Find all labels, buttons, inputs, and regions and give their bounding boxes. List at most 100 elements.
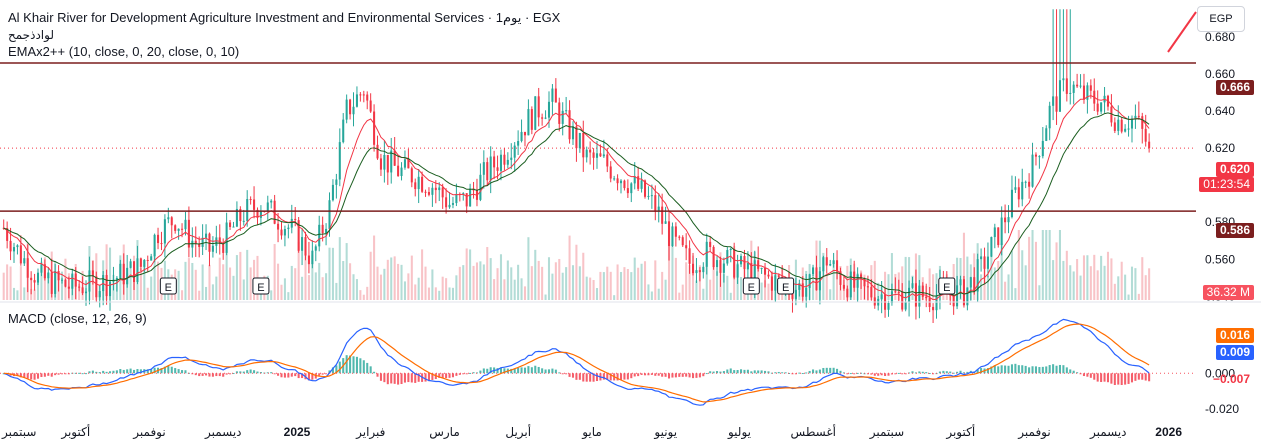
- candle-body: [325, 228, 328, 234]
- macd-histogram-bar: [966, 371, 969, 374]
- volume-bar: [873, 260, 876, 300]
- macd-histogram-bar: [589, 373, 592, 382]
- candle-body: [767, 274, 770, 277]
- volume-bar: [23, 287, 26, 300]
- volume-bar: [249, 267, 252, 300]
- volume-bar: [1120, 261, 1123, 300]
- candle-body: [270, 200, 273, 203]
- candle-body: [479, 174, 482, 200]
- candle-body: [976, 259, 979, 292]
- volume-bar: [314, 272, 317, 300]
- macd-histogram-bar: [1055, 365, 1058, 374]
- macd-histogram-bar: [853, 373, 856, 375]
- volume-bar: [712, 249, 715, 300]
- macd-histogram-bar: [1134, 373, 1137, 381]
- candle-body: [424, 191, 427, 193]
- candle-body: [163, 219, 166, 244]
- candle-body: [331, 184, 334, 201]
- volume-bar: [499, 254, 503, 300]
- macd-histogram-bar: [150, 369, 153, 374]
- macd-legend[interactable]: MACD (close, 12, 26, 9): [8, 311, 147, 326]
- macd-histogram-bar: [808, 370, 811, 374]
- macd-histogram-bar: [1120, 373, 1123, 385]
- macd-histogram-bar: [640, 373, 643, 375]
- candle-body: [911, 283, 914, 288]
- volume-bar: [445, 278, 448, 300]
- candle-body: [1004, 217, 1007, 223]
- macd-histogram-bar: [949, 371, 952, 374]
- volume-bar: [760, 282, 763, 300]
- volume-bar: [1106, 251, 1110, 300]
- macd-histogram-bar: [417, 373, 420, 382]
- candle-body: [1086, 85, 1089, 100]
- candle-body: [1120, 119, 1123, 132]
- macd-histogram-bar: [1144, 373, 1147, 381]
- macd-histogram-bar: [60, 373, 64, 375]
- macd-histogram-bar: [956, 371, 959, 374]
- macd-histogram-bar: [160, 368, 163, 374]
- macd-histogram-bar: [1076, 372, 1079, 374]
- candle-body: [866, 286, 869, 288]
- macd-histogram-bar: [1110, 373, 1113, 384]
- candle-body: [558, 102, 561, 124]
- candle-body: [1079, 85, 1082, 87]
- volume-bar: [157, 261, 160, 300]
- candle-body: [187, 219, 190, 248]
- candle-body: [777, 275, 780, 277]
- candle-body: [122, 263, 125, 285]
- candle-body: [517, 141, 520, 146]
- macd-histogram-bar: [239, 371, 242, 374]
- candle-body: [407, 159, 410, 169]
- macd-histogram-bar: [510, 368, 513, 374]
- candle-body: [832, 260, 835, 265]
- volume-bar: [997, 261, 1000, 300]
- candle-body: [133, 261, 136, 283]
- candle-body: [969, 277, 972, 288]
- candle-body: [321, 224, 324, 234]
- macd-histogram-bar: [297, 373, 300, 379]
- volume-bar: [637, 267, 640, 300]
- macd-histogram-bar: [448, 373, 451, 378]
- macd-histogram-bar: [740, 369, 743, 374]
- macd-histogram-bar: [568, 373, 571, 377]
- volume-bar: [1127, 294, 1130, 300]
- candle-body: [215, 237, 218, 246]
- macd-histogram-bar: [750, 371, 753, 374]
- macd-histogram-bar: [822, 367, 825, 374]
- macd-histogram-bar: [451, 373, 454, 378]
- candle-body: [235, 208, 238, 227]
- volume-bar: [904, 256, 907, 300]
- macd-histogram-bar: [825, 367, 828, 374]
- macd-histogram-bar: [64, 373, 67, 375]
- candle-body: [359, 94, 362, 96]
- candle-body: [184, 219, 187, 230]
- macd-histogram-bar: [283, 373, 286, 378]
- candle-body: [959, 279, 962, 286]
- macd-histogram-bar: [136, 369, 139, 374]
- macd-histogram-bar: [527, 366, 530, 374]
- candle-body: [633, 176, 636, 184]
- candle-body: [743, 256, 746, 270]
- macd-histogram-bar: [472, 372, 475, 374]
- macd-histogram-bar: [352, 356, 355, 374]
- volume-bar: [1110, 258, 1113, 300]
- volume-bar: [376, 266, 379, 300]
- currency-button[interactable]: EGP: [1197, 6, 1245, 32]
- macd-histogram-bar: [534, 365, 537, 374]
- candle-body: [338, 142, 341, 180]
- volume-bar: [472, 265, 475, 300]
- volume-bar: [825, 273, 828, 300]
- indicator-legend[interactable]: EMAx2++ (10, close, 0, 20, close, 0, 10): [8, 44, 240, 59]
- volume-bar: [510, 267, 513, 300]
- candle-body: [626, 188, 629, 194]
- volume-bar: [215, 276, 218, 300]
- macd-histogram-bar: [530, 367, 533, 374]
- candle-body: [191, 240, 194, 248]
- candle-body: [956, 285, 959, 307]
- macd-histogram-bar: [911, 371, 914, 374]
- macd-histogram-bar: [33, 373, 36, 380]
- candle-body: [616, 178, 619, 184]
- candle-body: [571, 126, 575, 140]
- volume-bar: [592, 280, 595, 300]
